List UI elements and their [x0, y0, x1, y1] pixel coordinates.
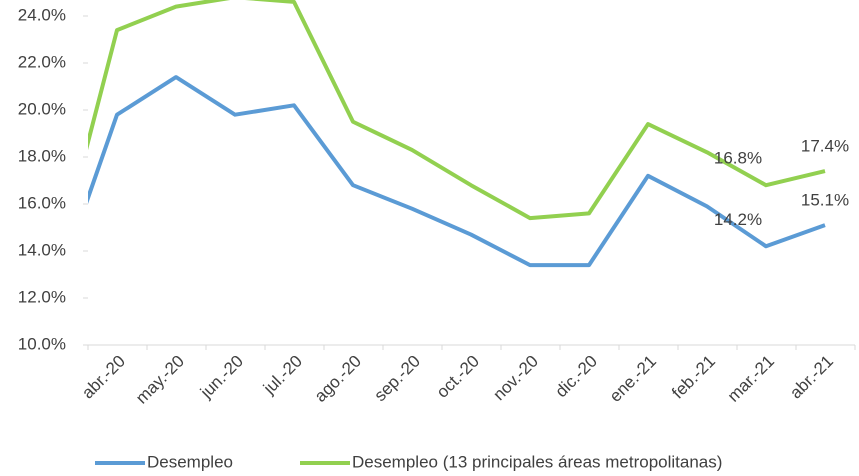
y-tick-label: 24.0%	[18, 5, 66, 24]
legend-label: Desempleo	[147, 452, 233, 471]
x-tick-label: jul.-20	[259, 352, 306, 399]
plot-area	[88, 0, 826, 268]
data-label: 17.4%	[801, 137, 849, 156]
series-line	[88, 0, 826, 221]
y-tick-label: 22.0%	[18, 52, 66, 71]
x-tick-label: mar.-21	[724, 352, 778, 406]
y-tick-label: 10.0%	[18, 334, 66, 353]
x-tick-label: ago.-20	[311, 352, 365, 406]
x-tick-label: ene.-21	[606, 352, 660, 406]
x-tick-label: jun.-20	[196, 352, 247, 403]
y-tick-label: 18.0%	[18, 146, 66, 165]
series-line	[88, 75, 826, 268]
x-tick-label: oct.-20	[433, 352, 483, 402]
legend-label: Desempleo (13 principales áreas metropol…	[352, 452, 722, 471]
data-label: 14.2%	[714, 210, 762, 229]
x-tick-label: sep.-20	[370, 352, 424, 406]
x-tick-label: abr.-21	[786, 352, 837, 403]
x-tick-label: dic.-20	[551, 352, 601, 402]
x-tick-label: abr.-20	[78, 352, 129, 403]
y-tick-label: 16.0%	[18, 193, 66, 212]
data-label: 15.1%	[801, 191, 849, 210]
x-tick-label: nov.-20	[489, 352, 542, 405]
x-tick-label: may.-20	[132, 352, 188, 408]
x-tick-label: feb.-21	[668, 352, 719, 403]
data-label: 16.8%	[714, 149, 762, 168]
y-tick-label: 12.0%	[18, 287, 66, 306]
y-tick-label: 20.0%	[18, 99, 66, 118]
y-tick-label: 14.0%	[18, 240, 66, 259]
